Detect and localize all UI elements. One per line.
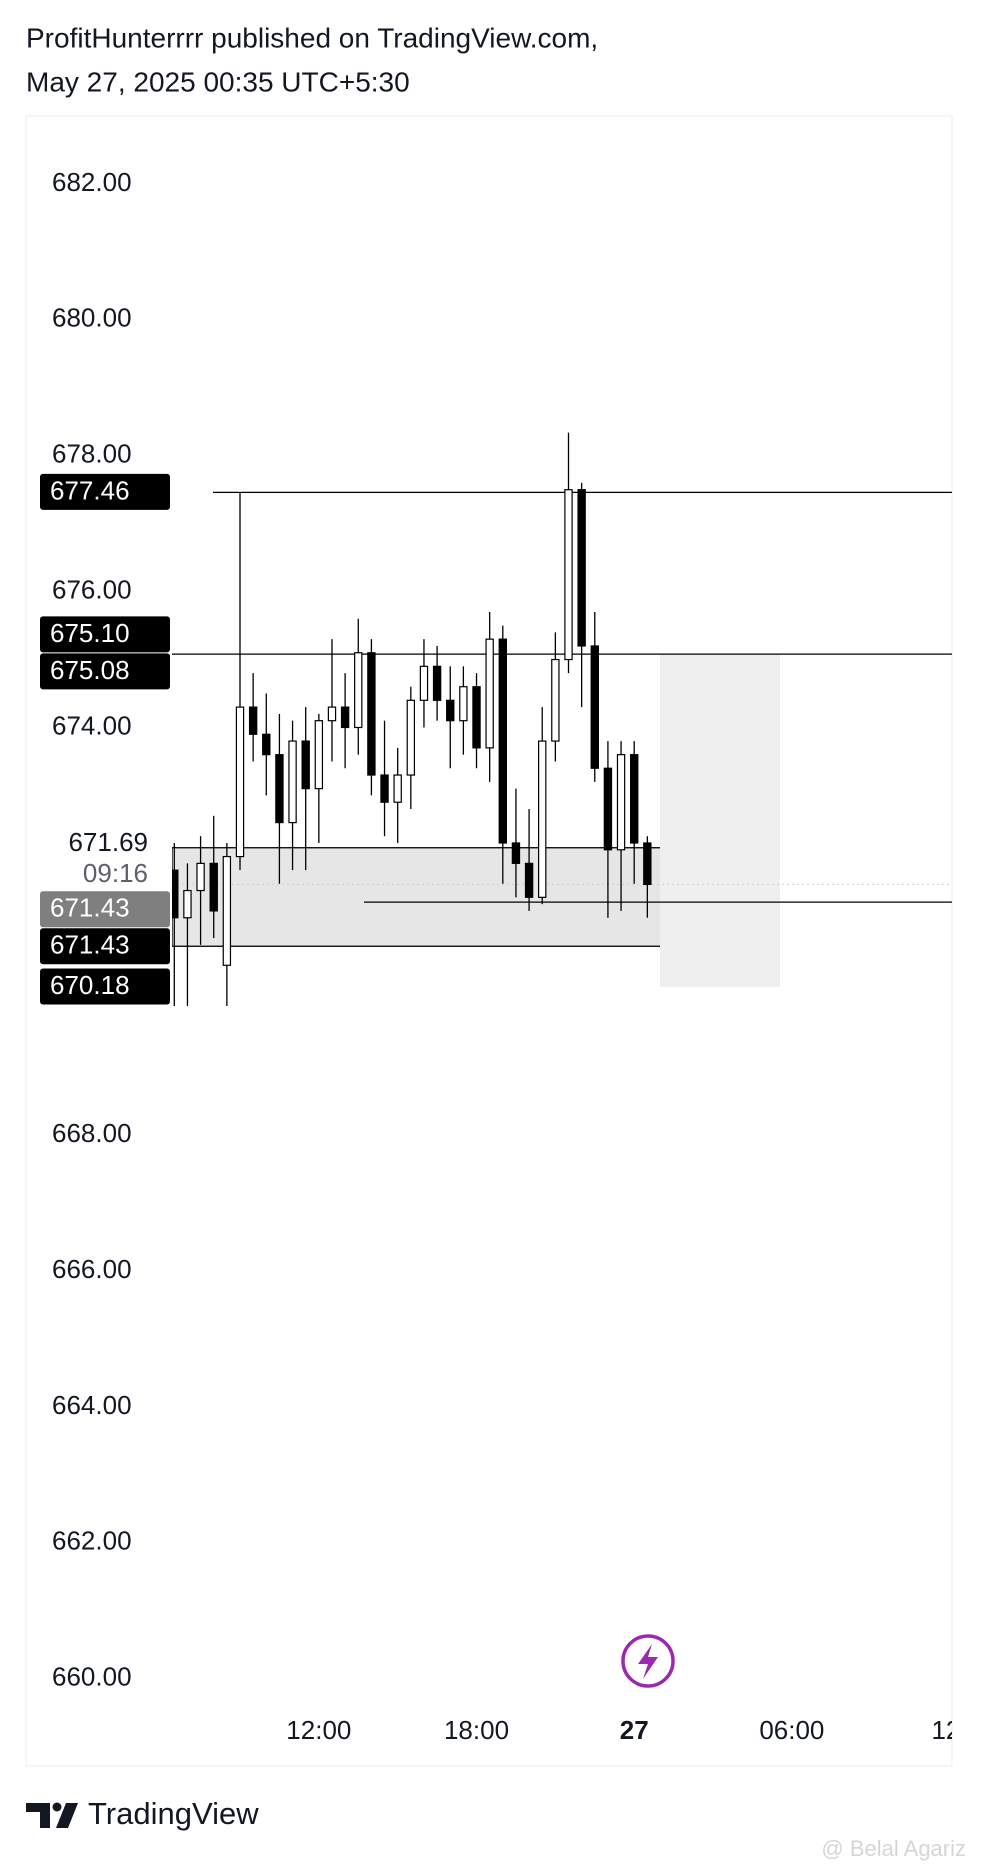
zone [172,847,688,947]
candle-body [511,842,521,864]
price-tag-label: 677.46 [50,475,130,505]
candle-body [340,706,350,729]
tradingview-logo [26,1802,78,1828]
candle-body [209,862,218,912]
candle-body [524,862,534,898]
y-tick-label: 680.00 [52,303,132,333]
candle-body [248,706,258,735]
candle-body [222,855,232,966]
y-tick-label: 678.00 [52,439,132,469]
time-axis: 12:00 18:00 27 06:00 12: [286,1715,967,1745]
candle-body [314,720,324,790]
candle-body [235,706,245,858]
candle-body [419,665,429,701]
y-tick-label: 660.00 [52,1662,132,1692]
last-price-label: 671.69 [68,827,148,857]
candle-body [498,638,508,844]
candle-body [367,652,376,776]
candle-body [288,740,297,824]
candle-body [564,489,573,661]
candle-body [327,706,337,722]
candle-body [406,699,416,776]
price-tag-label: 671.43 [50,930,130,960]
candle-body [472,686,481,749]
y-tick-label: 676.00 [52,574,132,604]
y-tick-label: 662.00 [52,1526,132,1556]
candle-body [301,740,310,790]
candle-body [172,869,179,919]
watermark: @ Belal Agariz [821,1836,966,1861]
candle-body [629,754,639,844]
publish-date: May 27, 2025 00:35 UTC+5:30 [26,66,410,97]
publisher-line: ProfitHunterrrr published on TradingView… [26,22,598,53]
x-tick-label: 18:00 [444,1715,509,1745]
candle-body [485,638,494,749]
lightning-icon[interactable] [621,1634,675,1688]
chart-frame [25,115,953,1767]
y-tick-label: 668.00 [52,1118,132,1148]
price-tag [40,653,170,690]
price-tag-label: 675.10 [50,618,130,648]
zone [660,654,780,988]
plot-area [172,432,952,1007]
price-tag [40,473,170,510]
y-tick-label: 664.00 [52,1390,132,1420]
candle-body [446,699,455,722]
candle-body [577,489,586,647]
price-tag [40,968,170,1005]
price-tag [40,891,170,928]
candle-body [643,842,652,886]
candle-body [538,740,547,898]
price-tag [40,616,170,653]
countdown: 09:16 [83,858,148,888]
candle-body [603,767,613,851]
candle-body [262,733,271,756]
brand-name: TradingView [88,1796,259,1831]
x-tick-label: 12: [931,1715,967,1745]
y-tick-label: 674.00 [52,710,132,740]
candle-body [183,889,192,919]
candle-body [551,658,560,742]
x-tick-label: 12:00 [286,1715,351,1745]
price-tag-label: 670.18 [50,970,130,1000]
candle-body [393,774,402,803]
last-price-tag [40,827,170,892]
y-tick-label: 666.00 [52,1254,132,1284]
candle-body [380,774,389,803]
candle-body [616,754,626,851]
price-tag [40,928,170,965]
candle-body [196,862,205,892]
price-tag-label: 675.08 [50,655,130,685]
candle-body [432,665,442,701]
x-tick-label: 27 [620,1715,649,1745]
candle-body [590,645,599,769]
x-tick-label: 06:00 [759,1715,824,1745]
candle-body [354,652,363,729]
y-tick-label: 682.00 [52,167,132,197]
candle-body [459,686,468,722]
candle-body [275,754,284,824]
price-tag-label: 671.43 [50,893,130,923]
